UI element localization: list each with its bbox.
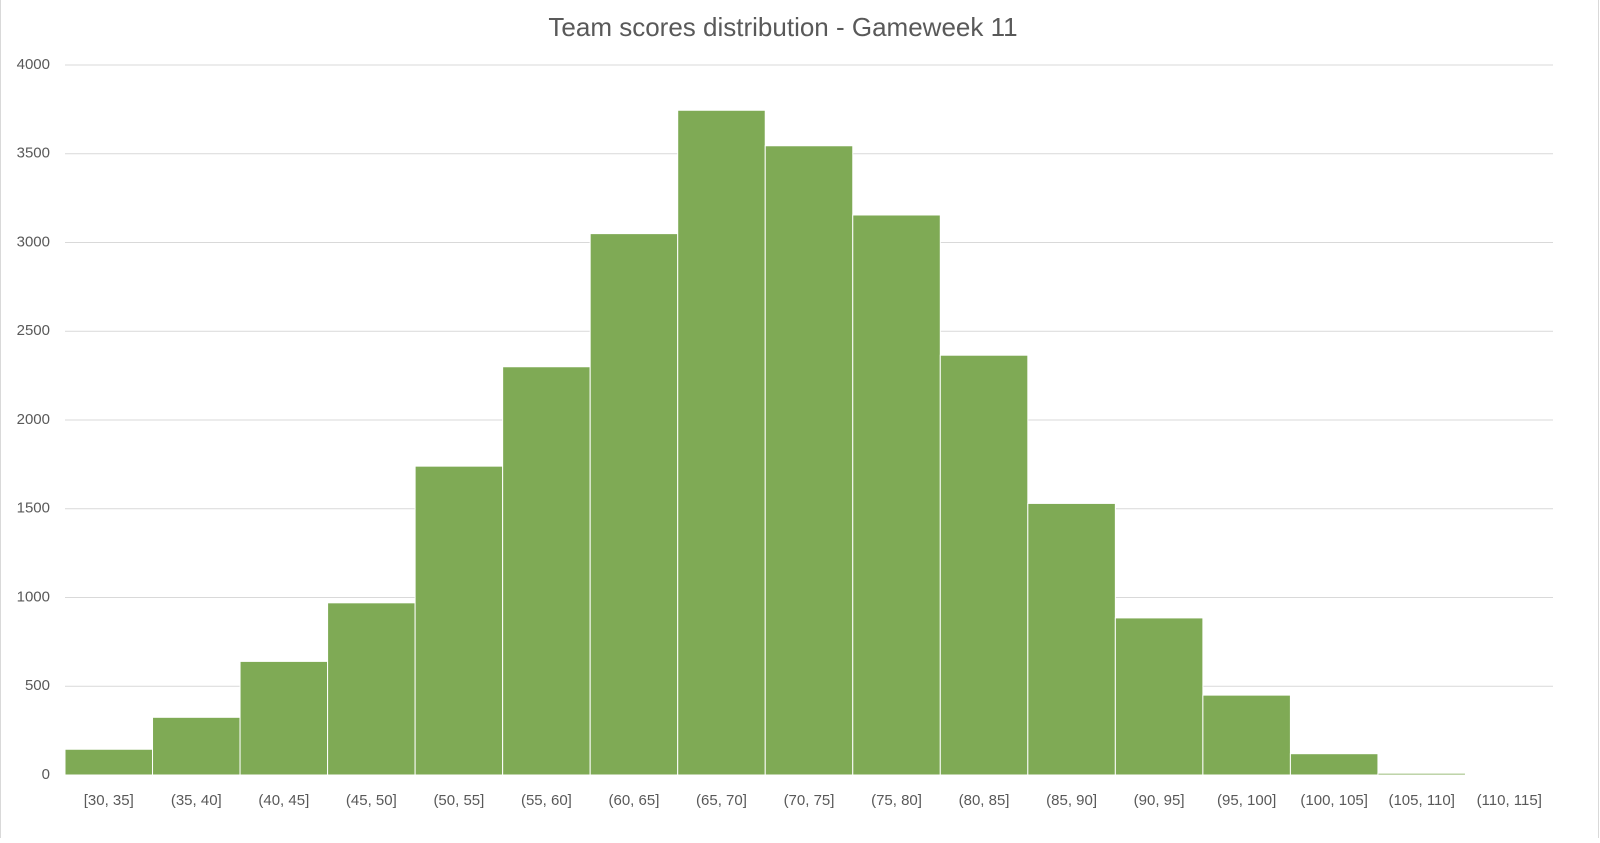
bar <box>240 661 328 775</box>
x-tick-label: (100, 105] <box>1300 792 1368 809</box>
y-tick-label: 4000 <box>17 56 50 73</box>
x-tick-label: (90, 95] <box>1134 792 1185 809</box>
x-tick-label: [30, 35] <box>84 792 134 809</box>
x-tick-label: (40, 45] <box>258 792 309 809</box>
y-tick-label: 3500 <box>17 145 50 162</box>
x-tick-label: (95, 100] <box>1217 792 1276 809</box>
x-tick-label: (45, 50] <box>346 792 397 809</box>
bar <box>590 234 678 775</box>
bar <box>1115 618 1203 775</box>
bar <box>153 717 241 775</box>
x-tick-label: (85, 90] <box>1046 792 1097 809</box>
y-tick-label: 1500 <box>17 500 50 517</box>
bar <box>765 146 853 775</box>
bar <box>853 215 941 775</box>
y-tick-label: 0 <box>42 766 50 783</box>
y-tick-label: 1000 <box>17 588 50 605</box>
x-tick-label: (55, 60] <box>521 792 572 809</box>
x-tick-label: (80, 85] <box>959 792 1010 809</box>
x-tick-label: (50, 55] <box>433 792 484 809</box>
x-tick-label: (70, 75] <box>784 792 835 809</box>
chart-title: Team scores distribution - Gameweek 11 <box>548 12 1017 42</box>
x-tick-label: (105, 110] <box>1388 792 1454 809</box>
y-tick-label: 500 <box>25 677 50 694</box>
x-tick-label: (60, 65] <box>609 792 660 809</box>
x-tick-label: (75, 80] <box>871 792 922 809</box>
y-tick-label: 3000 <box>17 233 50 250</box>
bar <box>678 110 766 775</box>
bar <box>940 355 1028 775</box>
y-tick-label: 2000 <box>17 411 50 428</box>
bar <box>65 749 153 775</box>
bar <box>1203 695 1291 775</box>
bar <box>1290 754 1378 775</box>
bar <box>1028 503 1116 775</box>
bar <box>415 466 503 775</box>
x-tick-label: (110, 115] <box>1477 792 1542 809</box>
x-tick-label: (65, 70] <box>696 792 747 809</box>
bar <box>328 603 416 775</box>
bar <box>503 367 591 775</box>
y-tick-label: 2500 <box>17 322 50 339</box>
x-tick-label: (35, 40] <box>171 792 222 809</box>
bar <box>1378 773 1466 775</box>
